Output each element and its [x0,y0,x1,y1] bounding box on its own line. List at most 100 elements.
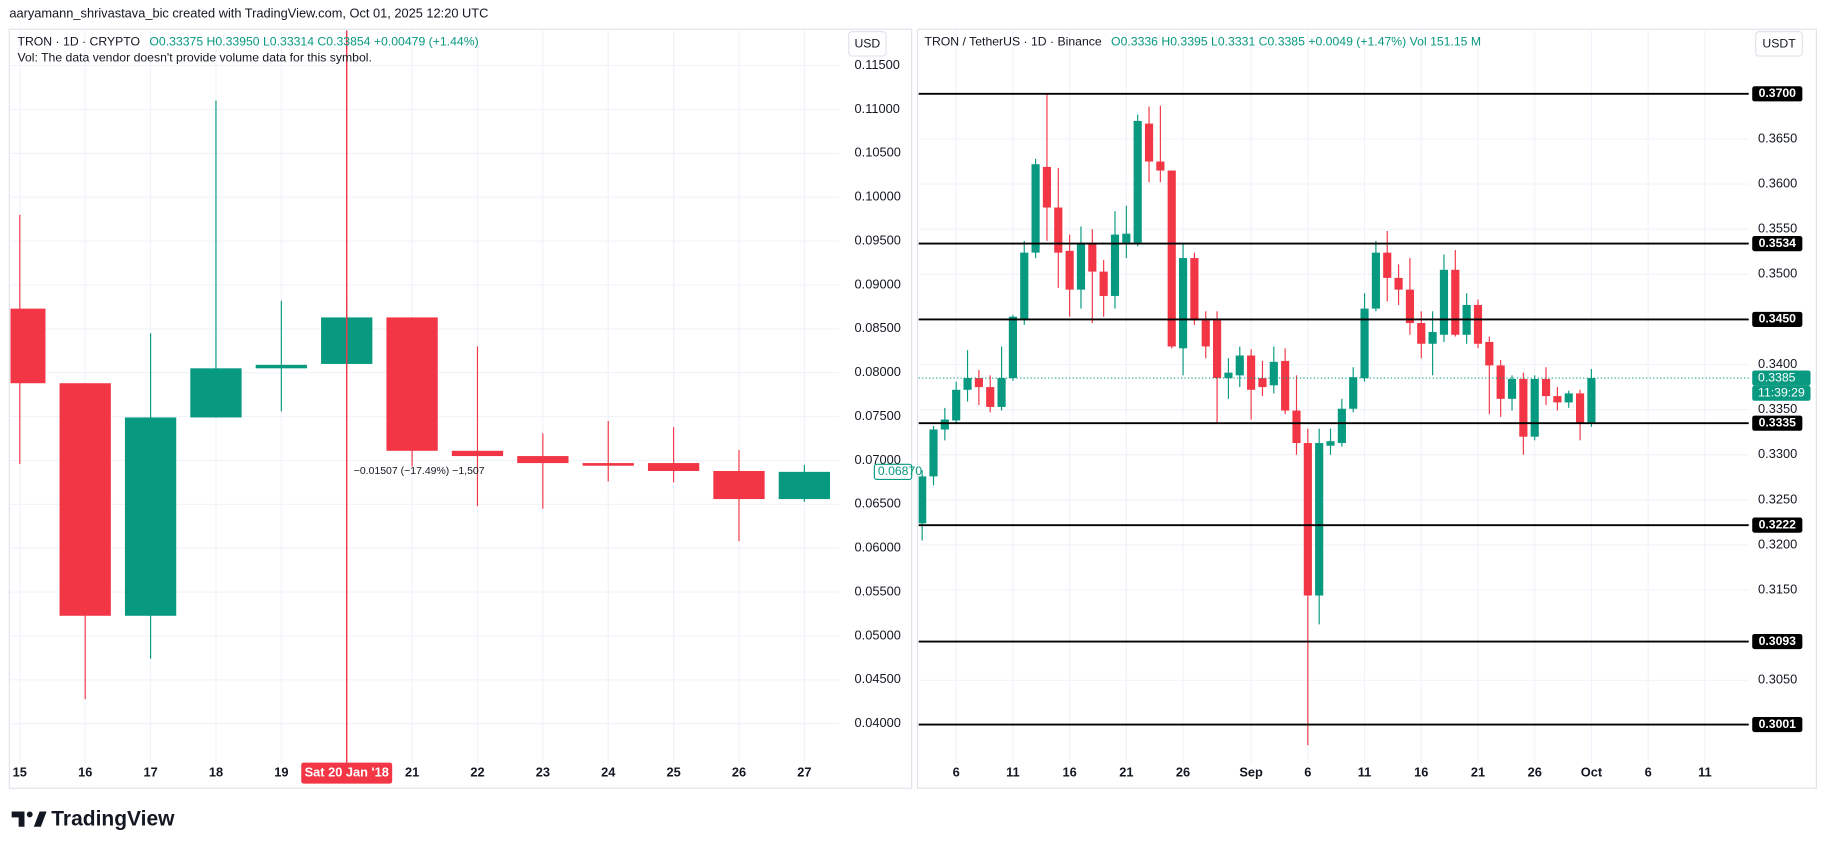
candle-body [1110,234,1120,296]
candle-body [963,378,972,390]
candle-body [1190,258,1199,321]
y-tick-label: 0.3400 [1758,356,1797,371]
currency-box [1755,31,1803,57]
candle-body [778,471,831,500]
level-label-box [1752,236,1803,252]
candle-body [1428,332,1437,344]
y-tick-label: 0.10000 [855,189,901,204]
x-tick-label: 22 [470,764,484,779]
candle-body [1405,289,1415,324]
x-tick-label: 21 [1119,764,1133,779]
x-tick-label: 16 [1414,764,1428,779]
candle-body [582,463,634,466]
candle-body [1575,393,1585,424]
candle-body [1008,316,1017,379]
level-label: 0.3450 [1759,312,1797,326]
candle-body [1144,123,1154,162]
y-tick-label: 0.11000 [855,101,900,116]
x-tick-label: Sep [1239,764,1263,779]
last-price-label: 0.3385 [1758,370,1796,384]
x-tick-label: 24 [601,764,616,779]
candle-body [1451,269,1460,335]
x-tick-label: 16 [1062,764,1076,779]
y-tick-label: 0.05500 [855,583,901,598]
candle-body [517,456,569,464]
x-tick-label: 11 [1358,764,1372,779]
logo-mark [33,811,47,827]
left-panel [8,28,913,789]
x-tick-label: 18 [209,764,223,779]
y-tick-label: 0.09500 [855,232,901,247]
level-label-box [1752,86,1803,102]
y-tick-label: 0.3350 [1758,401,1797,416]
candle-body [1326,441,1335,446]
level-label: 0.3222 [1759,517,1797,531]
x-tick-label: 26 [1528,764,1542,779]
candle-body [1315,443,1324,596]
y-tick-label: 0.07500 [855,408,901,423]
candle-body [1031,164,1040,253]
candle-body [1507,378,1517,399]
y-tick-label: 0.04000 [855,715,901,730]
candle-body [1224,372,1233,379]
level-label-box [1752,633,1803,650]
x-tick-label: Oct [1581,764,1603,779]
candle-body [940,419,949,430]
candle-body [986,387,995,407]
level-label-box [1752,716,1803,733]
measure-annotation: −0.01507 (−17.49%) −1,507 [354,466,485,477]
x-tick-label: 15 [13,764,27,779]
candle-body [713,470,765,500]
candle-body [1553,396,1562,403]
level-label-box [1752,415,1803,431]
x-tick-label: 11 [1698,764,1712,779]
candle-body [1349,377,1358,409]
y-tick-label: 0.08000 [855,364,901,379]
candle-body [1439,269,1449,335]
candle-body [1485,341,1494,366]
last-price-box [873,463,913,481]
candle-body [1541,378,1551,397]
candle-body [451,450,504,457]
y-tick-label: 0.07000 [855,452,901,467]
y-tick-label: 0.3650 [1758,130,1797,145]
ohlc-label: O0.33375 H0.33950 L0.33314 C0.33854 +0.0… [149,34,478,48]
y-tick-label: 0.3250 [1758,491,1797,506]
y-tick-label: 0.3550 [1758,221,1797,236]
tradingview-logo: TradingView [11,807,175,830]
candle-body [997,378,1006,407]
candle-body [1258,378,1267,388]
candle-body [918,476,927,524]
candle-body [1042,166,1052,208]
countdown-label: 11:39:29 [1758,385,1805,399]
candle-body [1213,320,1222,379]
x-tick-label: 27 [797,764,811,779]
candle-body [1099,271,1108,296]
candle-body [59,383,111,616]
y-tick-label: 0.08500 [855,320,901,335]
candle-body [1383,252,1392,278]
candle-body [1587,378,1596,423]
candle-body [1133,120,1142,243]
y-tick-label: 0.06500 [855,496,901,511]
candle-body [1360,308,1369,379]
candle-body [1156,161,1165,171]
last-price-box [1752,370,1811,386]
candle-body [1337,408,1346,444]
currency-box [848,31,887,57]
symbol-label: TRON · 1D · CRYPTO [17,34,140,48]
candle-body [1292,410,1301,444]
y-tick-label: 0.11500 [855,57,900,72]
candle-body [1088,242,1097,272]
level-label: 0.3001 [1759,717,1797,731]
candle-body [1303,443,1312,596]
candle-body [1371,252,1380,309]
candle-body [1167,170,1176,347]
candle-body [1235,355,1244,376]
x-tick-label: 26 [732,764,746,779]
x-tick-label: 17 [143,764,157,779]
logo-dot [26,811,33,818]
x-tick-label: 23 [536,764,550,779]
